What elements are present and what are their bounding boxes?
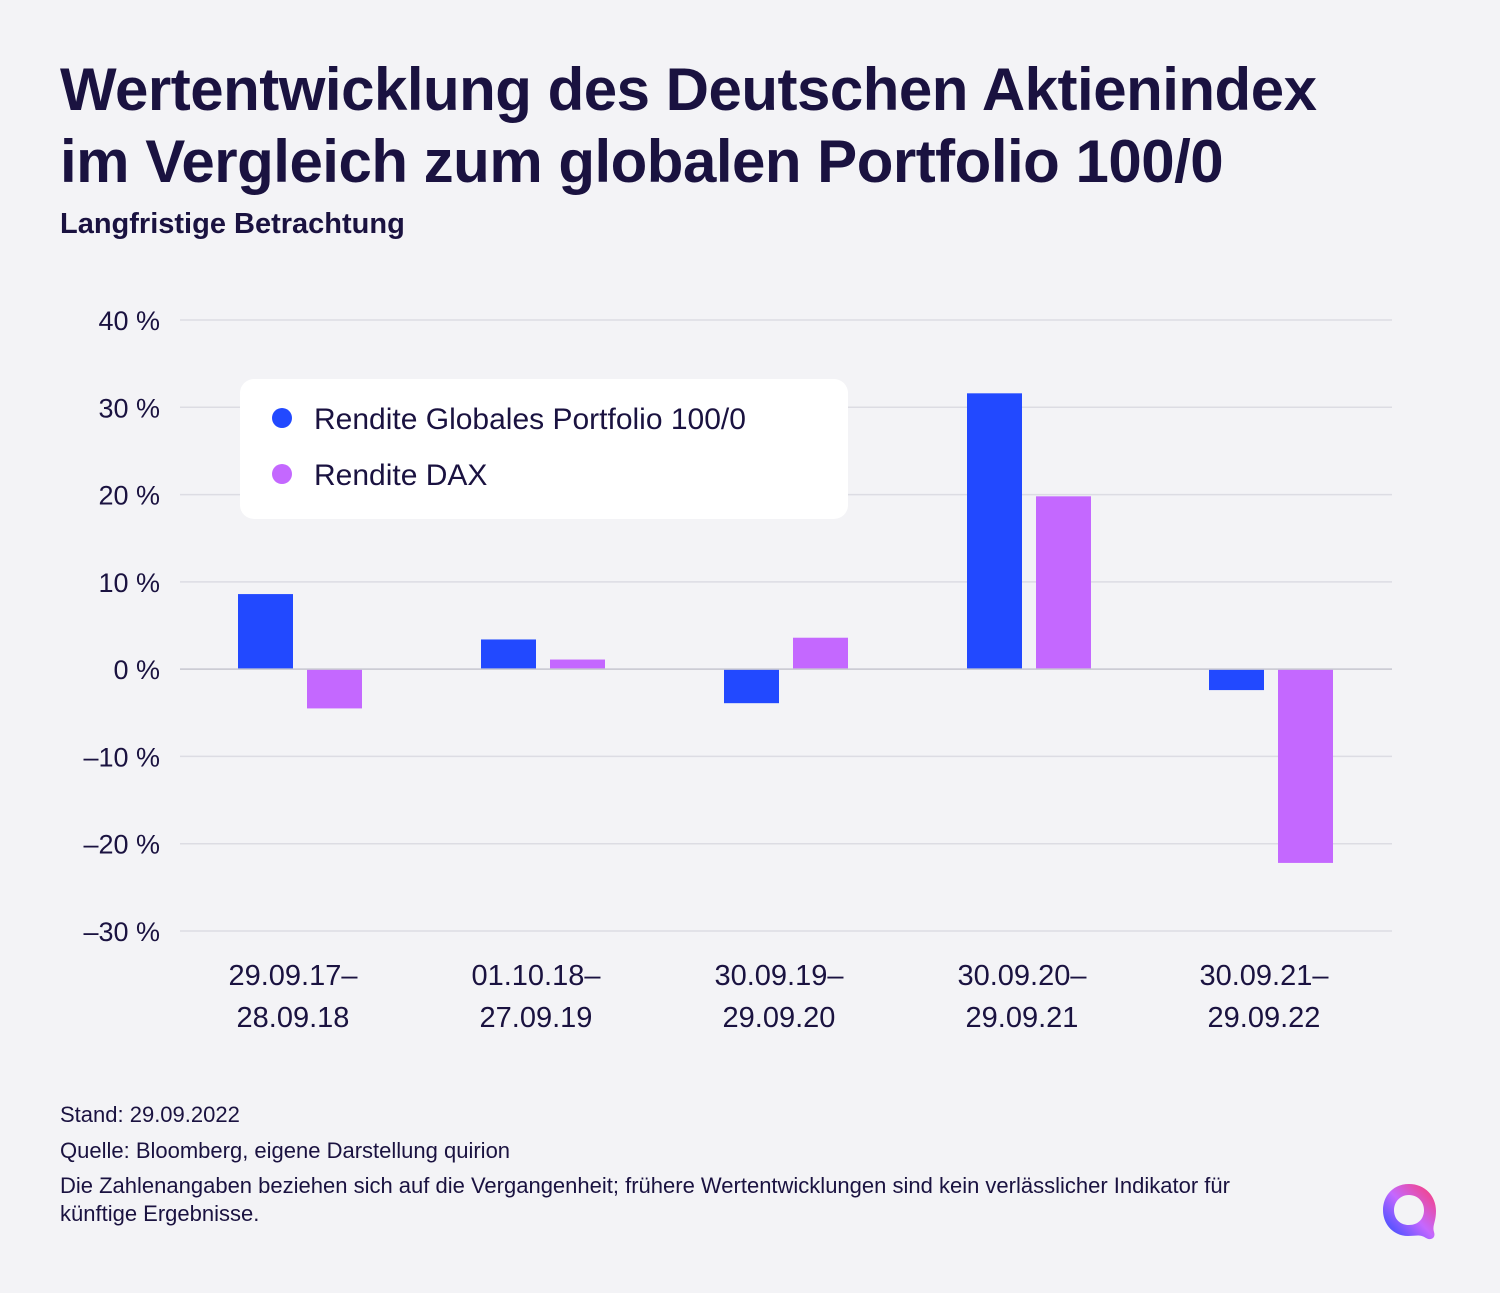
bar bbox=[238, 594, 293, 670]
y-tick-label: 20 % bbox=[98, 481, 160, 511]
x-tick-label: 30.09.21– 29.09.22 bbox=[1199, 960, 1329, 1034]
footer-source: Quelle: Bloomberg, eigene Darstellung qu… bbox=[60, 1138, 511, 1163]
quirion-logo-icon bbox=[1383, 1184, 1436, 1240]
legend-label: Rendite DAX bbox=[314, 459, 487, 492]
x-tick-label-line: 29.09.21 bbox=[966, 1002, 1079, 1034]
x-tick-label: 29.09.17– 28.09.18 bbox=[228, 960, 358, 1034]
footer-stand: Stand: 29.09.2022 bbox=[60, 1102, 240, 1127]
x-tick-label-line: 29.09.22 bbox=[1208, 1002, 1321, 1034]
x-tick-label: 01.10.18– 27.09.19 bbox=[471, 960, 601, 1034]
x-tick-label-line: 01.10.18– bbox=[471, 960, 601, 992]
bar bbox=[967, 393, 1022, 670]
bar bbox=[307, 669, 362, 709]
chart-title: Wertentwicklung des Deutschen Aktieninde… bbox=[60, 54, 1460, 198]
y-tick-label: 10 % bbox=[98, 568, 160, 598]
bar bbox=[1209, 669, 1264, 691]
bar bbox=[1036, 496, 1091, 670]
legend-label: Rendite Globales Portfolio 100/0 bbox=[314, 403, 746, 436]
legend-box bbox=[240, 379, 848, 519]
x-tick-label-line: 30.09.20– bbox=[957, 960, 1087, 992]
legend: Rendite Globales Portfolio 100/0 Rendite … bbox=[240, 379, 848, 519]
chart-subtitle: Langfristige Betrachtung bbox=[60, 208, 405, 240]
chart-title-line-1: Wertentwicklung des Deutschen Aktieninde… bbox=[60, 56, 1317, 123]
bar bbox=[1278, 669, 1333, 863]
bar bbox=[550, 659, 605, 670]
x-tick-label-line: 27.09.19 bbox=[480, 1002, 593, 1034]
x-tick-label-line: 29.09.17– bbox=[228, 960, 358, 992]
x-tick-label: 30.09.20– 29.09.21 bbox=[957, 960, 1087, 1034]
x-tick-label: 30.09.19– 29.09.20 bbox=[714, 960, 844, 1034]
footer: Stand: 29.09.2022 Quelle: Bloomberg, eig… bbox=[60, 1100, 1260, 1228]
x-tick-label-line: 30.09.19– bbox=[714, 960, 844, 992]
y-tick-label: –30 % bbox=[83, 917, 160, 947]
footer-disclaimer: Die Zahlenangaben beziehen sich auf die … bbox=[60, 1173, 1230, 1226]
x-tick-label-line: 29.09.20 bbox=[723, 1002, 836, 1034]
y-tick-label: 0 % bbox=[113, 655, 160, 685]
chart-title-line-2: im Vergleich zum globalen Portfolio 100/… bbox=[60, 128, 1224, 195]
legend-swatch bbox=[272, 408, 292, 428]
y-tick-label: –20 % bbox=[83, 830, 160, 860]
y-tick-label: 40 % bbox=[98, 306, 160, 336]
x-tick-label-line: 28.09.18 bbox=[237, 1002, 350, 1034]
series-2 bbox=[307, 496, 1333, 863]
bar bbox=[724, 669, 779, 704]
series-1 bbox=[238, 393, 1264, 704]
bar-chart: 40 % 30 % 20 % 10 % 0 % –10 % –20 % –30 % 29.09.… bbox=[83, 306, 1392, 1034]
y-tick-label: –10 % bbox=[83, 742, 160, 772]
bar bbox=[481, 639, 536, 670]
y-tick-label: 30 % bbox=[98, 393, 160, 423]
bar bbox=[793, 637, 848, 670]
x-tick-label-line: 30.09.21– bbox=[1199, 960, 1329, 992]
legend-swatch bbox=[272, 464, 292, 484]
